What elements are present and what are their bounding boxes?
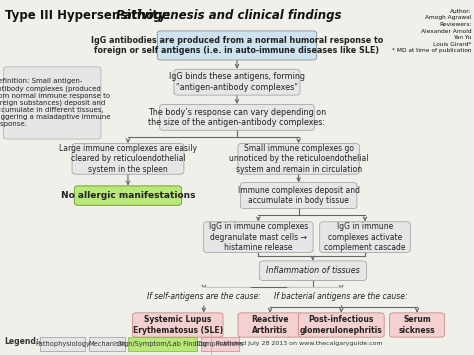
- FancyBboxPatch shape: [74, 186, 182, 205]
- Text: Author:
Amogh Agrawal
Reviewers:
Alexander Arnold
Yan Yu
Louis Girard*
* MD at t: Author: Amogh Agrawal Reviewers: Alexand…: [392, 9, 472, 54]
- FancyBboxPatch shape: [259, 261, 366, 280]
- FancyBboxPatch shape: [204, 222, 313, 252]
- Text: Small immune complexes go
unnoticed by the reticuloendothelial
system and remain: Small immune complexes go unnoticed by t…: [229, 144, 368, 174]
- Text: Mechanism: Mechanism: [88, 340, 126, 346]
- FancyBboxPatch shape: [3, 67, 101, 139]
- Text: Systemic Lupus
Erythematosus (SLE): Systemic Lupus Erythematosus (SLE): [133, 315, 223, 335]
- FancyBboxPatch shape: [285, 287, 397, 305]
- Text: IgG antibodies are produced from a normal humoral response to
foreign or self an: IgG antibodies are produced from a norma…: [91, 36, 383, 55]
- Text: Type III Hypersensitivity:: Type III Hypersensitivity:: [5, 9, 174, 22]
- Text: Definition: Small antigen-
antibody complexes (produced
from normal immune respo: Definition: Small antigen- antibody comp…: [0, 78, 111, 127]
- Text: Immune complexes deposit and
accumulate in body tissue: Immune complexes deposit and accumulate …: [237, 186, 360, 205]
- FancyBboxPatch shape: [128, 337, 197, 351]
- Text: If self-antigens are the cause:: If self-antigens are the cause:: [147, 292, 261, 301]
- Text: No allergic manifestations: No allergic manifestations: [61, 191, 195, 200]
- FancyBboxPatch shape: [155, 287, 253, 305]
- Text: Pathogenesis and clinical findings: Pathogenesis and clinical findings: [116, 9, 342, 22]
- Text: IgG in immune complexes
degranulate mast cells →
histamine release: IgG in immune complexes degranulate mast…: [209, 222, 308, 252]
- FancyBboxPatch shape: [157, 31, 317, 60]
- FancyBboxPatch shape: [40, 337, 85, 351]
- Text: Large immune complexes are easily
cleared by reticuloendothelial
system in the s: Large immune complexes are easily cleare…: [59, 144, 197, 174]
- FancyBboxPatch shape: [174, 69, 300, 95]
- Text: Complications: Complications: [196, 340, 244, 346]
- Text: Reactive
Arthritis: Reactive Arthritis: [251, 315, 289, 335]
- FancyBboxPatch shape: [132, 313, 223, 337]
- Text: Post-infectious
glomerulonephritis: Post-infectious glomerulonephritis: [300, 315, 383, 335]
- FancyBboxPatch shape: [89, 337, 125, 351]
- FancyBboxPatch shape: [319, 222, 410, 252]
- FancyBboxPatch shape: [299, 313, 384, 337]
- Text: If bacterial antigens are the cause:: If bacterial antigens are the cause:: [274, 292, 408, 301]
- Text: Legend:: Legend:: [5, 337, 40, 346]
- FancyBboxPatch shape: [390, 313, 445, 337]
- Text: Sign/Symptom/Lab Finding: Sign/Symptom/Lab Finding: [118, 340, 208, 346]
- FancyBboxPatch shape: [238, 143, 359, 174]
- FancyBboxPatch shape: [160, 104, 314, 130]
- Text: Serum
sickness: Serum sickness: [399, 315, 436, 335]
- FancyBboxPatch shape: [240, 183, 357, 208]
- Text: IgG in immune
complexes activate
complement cascade: IgG in immune complexes activate complem…: [324, 222, 406, 252]
- Text: Pathophysiology: Pathophysiology: [36, 340, 90, 346]
- FancyBboxPatch shape: [72, 143, 184, 174]
- Text: The body’s response can vary depending on
the size of the antigen-antibody compl: The body’s response can vary depending o…: [148, 108, 326, 127]
- Text: Inflammation of tissues: Inflammation of tissues: [266, 266, 360, 275]
- FancyBboxPatch shape: [238, 313, 302, 337]
- Text: IgG binds these antigens, forming
"antigen-antibody complexes": IgG binds these antigens, forming "antig…: [169, 72, 305, 92]
- FancyBboxPatch shape: [201, 337, 239, 351]
- Text: Published July 28 2013 on www.thecalgaryguide.com: Published July 28 2013 on www.thecalgary…: [216, 341, 383, 346]
